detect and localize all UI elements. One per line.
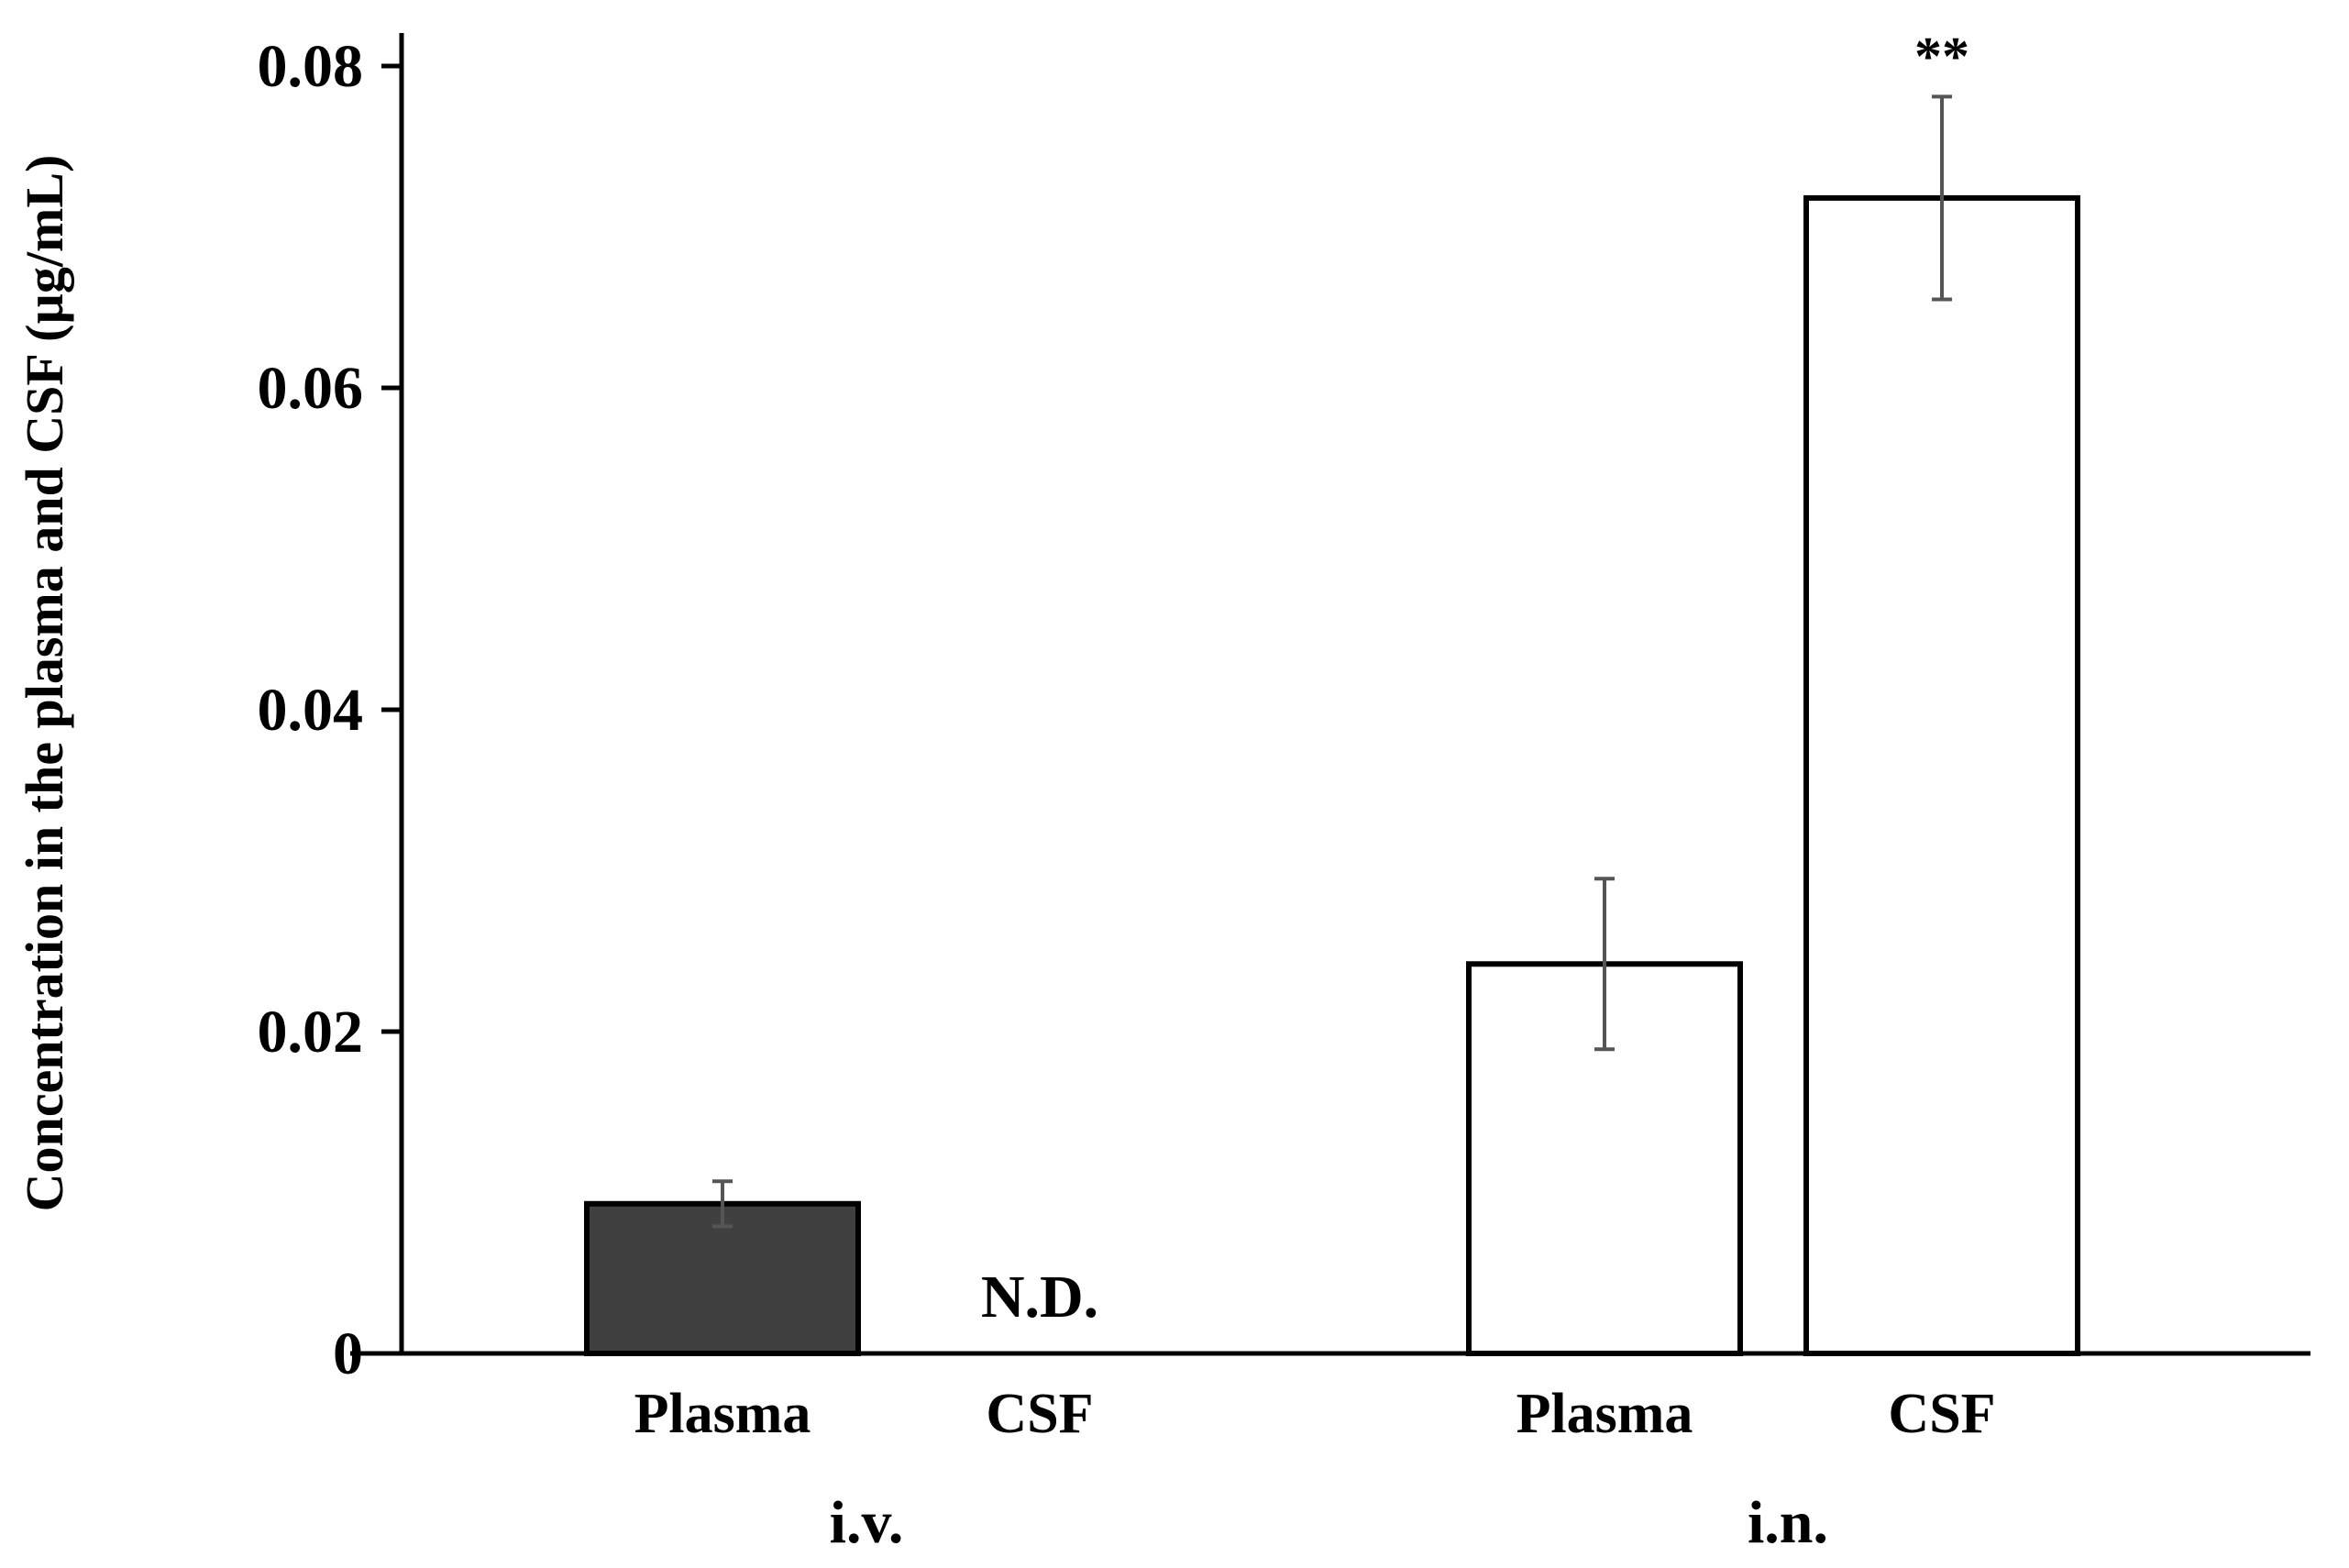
y-axis: 00.020.040.060.08 xyxy=(258,33,404,1387)
bar-in-csf xyxy=(1803,194,2080,1356)
y-tick-label: 0.04 xyxy=(258,677,364,744)
y-tick-label: 0.08 xyxy=(258,33,364,100)
bars xyxy=(584,94,2080,1357)
x-category-label: Plasma xyxy=(1516,1383,1693,1445)
labels: Plasma N.D. CSF i.v. Plasma ** CSF i.n. xyxy=(634,26,1996,1556)
x-category-label: CSF xyxy=(1888,1383,1995,1445)
x-category-label: Plasma xyxy=(634,1383,811,1445)
y-axis-label: Concentration in the plasma and CSF (µg/… xyxy=(15,155,74,1212)
x-category-label: CSF xyxy=(986,1383,1093,1445)
bar-in-plasma xyxy=(1466,961,1743,1357)
x-group-label: i.v. xyxy=(830,1489,904,1556)
significance-marker: ** xyxy=(1914,26,1969,86)
not-detected-label: N.D. xyxy=(981,1264,1098,1331)
y-tick-label: 0.06 xyxy=(258,355,364,422)
x-group-label: i.n. xyxy=(1748,1489,1828,1556)
y-tick-label: 0.02 xyxy=(258,999,364,1066)
